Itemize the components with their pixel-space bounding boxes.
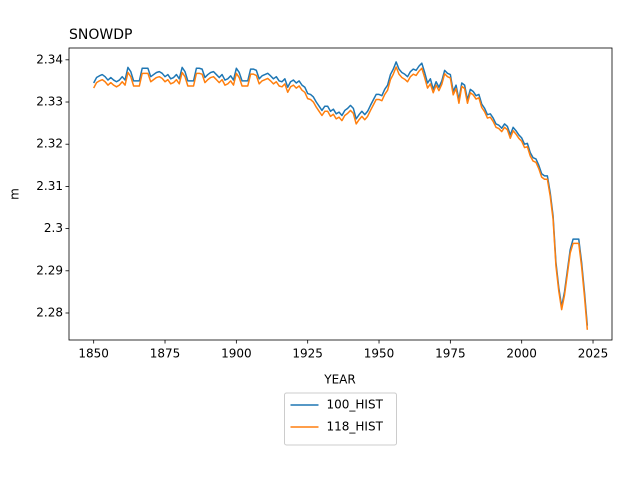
y-tick-label: 2.28 — [36, 305, 63, 319]
x-tick-label: 1900 — [221, 347, 252, 361]
y-axis-label: m — [8, 188, 22, 200]
plot-frame — [68, 47, 613, 341]
y-tick-label: 2.32 — [36, 137, 63, 151]
y-tick-label: 2.31 — [36, 179, 63, 193]
y-tick-label: 2.33 — [36, 95, 63, 109]
x-tick-label: 1925 — [292, 347, 323, 361]
line-series — [93, 66, 589, 330]
legend-box — [284, 392, 397, 446]
x-tick-label: 2025 — [578, 347, 609, 361]
x-axis-label: YEAR — [323, 373, 355, 387]
legend-label: 100_HIST — [327, 398, 384, 412]
x-tick-label: 1875 — [150, 347, 181, 361]
x-tick-label: 1975 — [435, 347, 466, 361]
y-tick-label: 2.34 — [36, 52, 63, 66]
x-tick-label: 2000 — [506, 347, 537, 361]
x-tick-label: 1950 — [364, 347, 395, 361]
line-series — [93, 61, 589, 326]
y-tick-label: 2.3 — [44, 221, 63, 235]
legend-label: 118_HIST — [327, 420, 384, 434]
chart-title: SNOWDP — [69, 27, 132, 43]
x-tick-label: 1850 — [78, 347, 109, 361]
y-tick-label: 2.29 — [36, 263, 63, 277]
